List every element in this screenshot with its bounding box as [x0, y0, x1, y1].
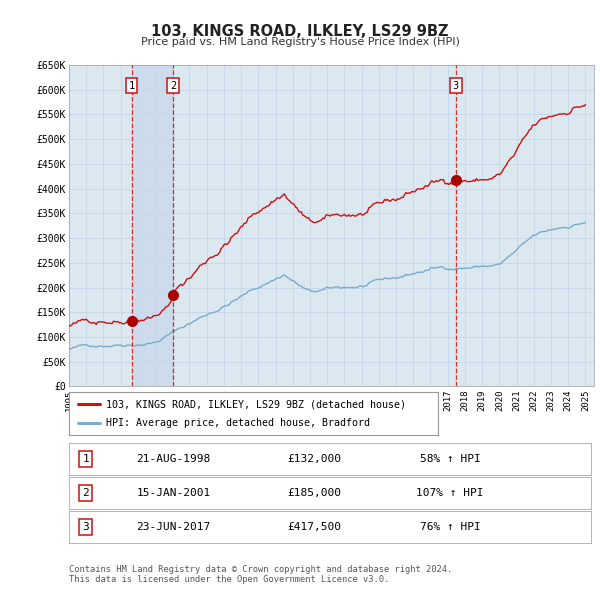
Text: £132,000: £132,000: [287, 454, 341, 464]
Text: 3: 3: [82, 522, 89, 532]
Text: 2: 2: [82, 488, 89, 498]
Text: This data is licensed under the Open Government Licence v3.0.: This data is licensed under the Open Gov…: [69, 575, 389, 584]
Text: 3: 3: [453, 81, 459, 91]
Text: Price paid vs. HM Land Registry's House Price Index (HPI): Price paid vs. HM Land Registry's House …: [140, 37, 460, 47]
Text: 21-AUG-1998: 21-AUG-1998: [136, 454, 211, 464]
Text: 107% ↑ HPI: 107% ↑ HPI: [416, 488, 484, 498]
Text: 103, KINGS ROAD, ILKLEY, LS29 9BZ: 103, KINGS ROAD, ILKLEY, LS29 9BZ: [151, 24, 449, 38]
Text: 76% ↑ HPI: 76% ↑ HPI: [419, 522, 481, 532]
Text: 2: 2: [170, 81, 176, 91]
Text: HPI: Average price, detached house, Bradford: HPI: Average price, detached house, Brad…: [106, 418, 370, 428]
Text: 103, KINGS ROAD, ILKLEY, LS29 9BZ (detached house): 103, KINGS ROAD, ILKLEY, LS29 9BZ (detac…: [106, 399, 406, 409]
Text: £417,500: £417,500: [287, 522, 341, 532]
Text: 1: 1: [128, 81, 135, 91]
Text: 1: 1: [82, 454, 89, 464]
Text: £185,000: £185,000: [287, 488, 341, 498]
Text: Contains HM Land Registry data © Crown copyright and database right 2024.: Contains HM Land Registry data © Crown c…: [69, 565, 452, 574]
Text: 23-JUN-2017: 23-JUN-2017: [136, 522, 211, 532]
Bar: [131, 65, 173, 386]
Text: 15-JAN-2001: 15-JAN-2001: [136, 488, 211, 498]
Text: 58% ↑ HPI: 58% ↑ HPI: [419, 454, 481, 464]
